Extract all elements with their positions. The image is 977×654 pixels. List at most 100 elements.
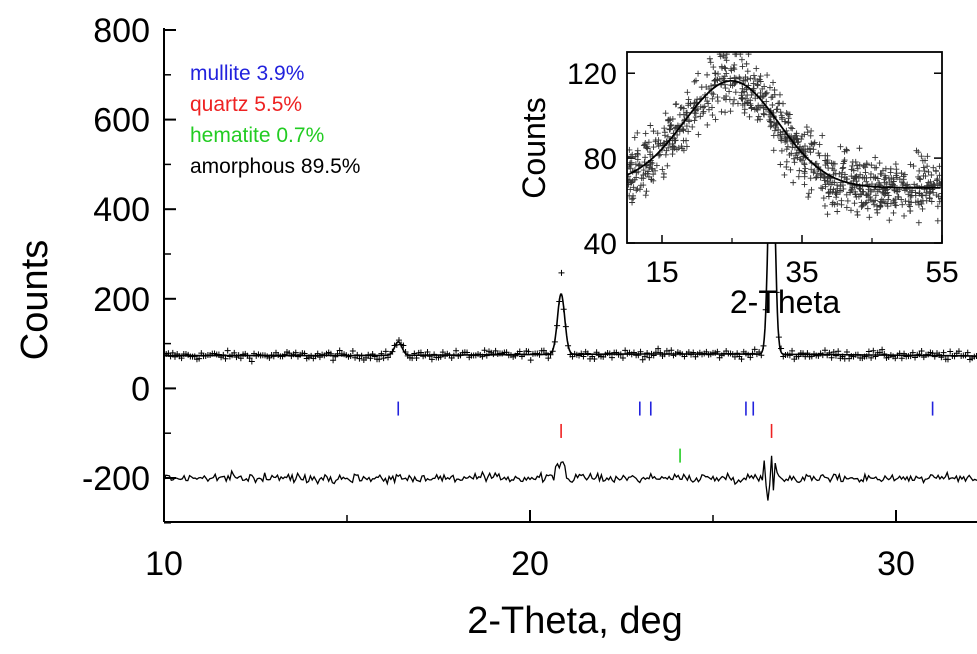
inset-data-point (856, 185, 863, 192)
inset-data-point (783, 110, 790, 117)
inset-data-point (667, 125, 674, 132)
inset-data-point (922, 157, 929, 164)
inset-data-point (863, 192, 870, 199)
data-point (668, 347, 675, 354)
data-point (619, 354, 626, 361)
inset-data-point (695, 70, 702, 77)
inset-data-point (868, 188, 875, 195)
inset-data-point (647, 151, 654, 158)
inset-data-point (701, 103, 708, 110)
inset-data-point (708, 90, 715, 97)
inset-data-point (916, 167, 923, 174)
inset-data-point (748, 104, 755, 111)
inset-data-point (931, 181, 938, 188)
inset-data-point (886, 179, 893, 186)
y-tick-label: 600 (93, 102, 150, 140)
data-point (879, 346, 886, 353)
inset-data-point (853, 162, 860, 169)
inset-data-point (844, 176, 851, 183)
data-point (738, 356, 745, 363)
inset-data-point (692, 107, 699, 114)
inset-data-point (801, 173, 808, 180)
inset-data-point (831, 167, 838, 174)
inset-data-point (851, 175, 858, 182)
inset-data-point (814, 170, 821, 177)
inset-data-point (727, 108, 734, 115)
inset-data-point (744, 92, 751, 99)
inset-data-point (839, 182, 846, 189)
data-point (944, 356, 951, 363)
inset-data-point (654, 130, 661, 137)
inset-data-point (673, 100, 680, 107)
data-point (916, 351, 923, 358)
inset-data-point (740, 77, 747, 84)
inset-data-point (854, 208, 861, 215)
data-point (483, 352, 490, 359)
inset-data-point (782, 136, 789, 143)
inset-data-point (677, 104, 684, 111)
inset-data-point (661, 125, 668, 132)
y-tick-label: -200 (82, 460, 150, 498)
inset-data-point (838, 197, 845, 204)
inset-data-point (848, 173, 855, 180)
inset-data-point (662, 151, 669, 158)
inset-data-point (776, 91, 783, 98)
data-point (832, 352, 839, 359)
inset-data-point (640, 175, 647, 182)
inset-data-point (852, 158, 859, 165)
inset-data-point (776, 100, 783, 107)
data-point (786, 352, 793, 359)
inset-data-point (885, 192, 892, 199)
inset-data-point (708, 82, 715, 89)
inset-data-point (757, 73, 764, 80)
inset-data-point (726, 96, 733, 103)
inset-data-point (808, 186, 815, 193)
inset-data-point (655, 152, 662, 159)
data-point (222, 355, 229, 362)
inset-data-point (790, 155, 797, 162)
inset-data-point (850, 167, 857, 174)
inset-data-point (792, 132, 799, 139)
inset-data-point (820, 195, 827, 202)
inset-data-point (852, 174, 859, 181)
data-point (453, 347, 460, 354)
inset-data-point (683, 143, 690, 150)
inset-data-point (689, 123, 696, 130)
inset-data-point (636, 186, 643, 193)
inset-data-point (915, 201, 922, 208)
inset-data-point (770, 147, 777, 154)
inset-data-point (933, 177, 940, 184)
inset-data-point (770, 79, 777, 86)
inset-data-point (928, 172, 935, 178)
inset-data-point (885, 196, 892, 203)
inset-data-point (862, 164, 869, 171)
inset-frame (626, 51, 943, 244)
inset-data-point (890, 209, 897, 216)
inset-data-point (774, 132, 781, 139)
inset-data-point (655, 143, 662, 150)
data-point (635, 352, 642, 359)
inset-data-point (771, 127, 778, 134)
inset-data-point (898, 196, 905, 203)
inset-data-point (664, 162, 671, 169)
inset-data-point (866, 214, 873, 221)
inset-data-point (738, 95, 745, 102)
inset-data-point (730, 64, 737, 71)
inset-data-point (762, 90, 769, 97)
inset-data-point (657, 151, 664, 158)
inset-data-point (744, 76, 751, 83)
inset-data-point (714, 77, 721, 84)
inset-data-point (708, 104, 715, 111)
inset-data-point (908, 192, 915, 199)
inset-data-point (718, 108, 725, 115)
inset-data-point (685, 128, 692, 135)
inset-data-point (930, 189, 937, 196)
data-point (918, 347, 925, 354)
inset-data-point (873, 206, 880, 213)
data-point (868, 354, 875, 361)
inset-data-point (819, 132, 826, 139)
inset-data-point (750, 72, 757, 79)
inset-data-point (738, 95, 745, 102)
inset-data-point (907, 193, 914, 200)
inset-data-point (782, 118, 789, 125)
